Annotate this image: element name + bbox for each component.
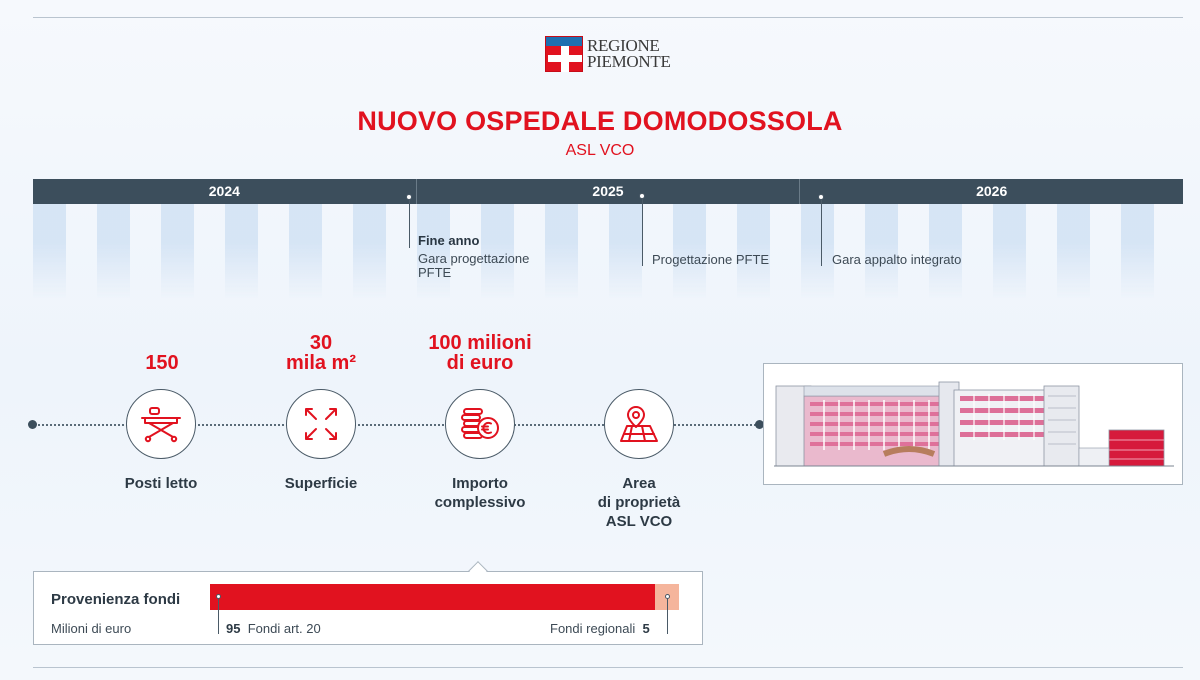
milestone-connector — [409, 200, 410, 248]
milestone-text: Gara appalto integrato — [832, 252, 962, 267]
timeline-year: 2025 — [417, 179, 801, 204]
hospital-bed-icon — [141, 407, 181, 443]
stats-line-end-dot — [755, 420, 764, 429]
funding-label-regional: Fondi regionali 5 — [550, 621, 650, 636]
milestone-2: Progettazione PFTE — [652, 253, 802, 267]
timeline-year: 2026 — [976, 183, 1008, 199]
milestone-text: Progettazione PFTE — [652, 252, 770, 267]
milestone-connector — [821, 200, 822, 266]
stat-label: Posti letto — [124, 475, 198, 492]
milestone-3: Gara appalto integrato — [832, 253, 1002, 267]
stat-label: Superficie — [284, 475, 358, 492]
top-divider — [33, 17, 1183, 18]
page-subtitle: ASL VCO — [565, 142, 635, 159]
stat-value: 100 milioni di euro — [428, 332, 532, 374]
bar-leader-dot — [216, 594, 221, 599]
timeline-background-stripes — [33, 204, 1183, 299]
funding-bar-art20 — [210, 584, 655, 610]
stat-value: 30 mila m² — [285, 332, 357, 374]
expand-arrows-icon — [305, 408, 337, 440]
timeline-bar: 2024 2025 2026 — [33, 179, 1183, 204]
funding-name: Fondi regionali — [550, 621, 636, 636]
funding-value: 5 — [642, 621, 650, 636]
funding-label-art20: 95 Fondi art. 20 — [226, 621, 321, 636]
map-area-icon — [620, 406, 658, 442]
stats-connector-line — [33, 424, 760, 426]
logo-line-2: PIEMONTE — [587, 52, 671, 71]
funding-title: Provenienza fondi — [51, 591, 181, 608]
bar-leader-line — [218, 597, 219, 634]
bar-leader-line — [667, 597, 668, 634]
stat-icon-circle — [126, 389, 196, 459]
stat-icon-circle — [604, 389, 674, 459]
milestone-text: Gara progettazione PFTE — [418, 251, 530, 280]
stats-line-start-dot — [28, 420, 37, 429]
hospital-building-illustration — [763, 363, 1183, 485]
stat-icon-circle — [286, 389, 356, 459]
bar-leader-dot — [665, 594, 670, 599]
milestone-1: Fine anno Gara progettazione PFTE — [418, 234, 578, 280]
milestone-marker — [818, 194, 824, 200]
funding-value: 95 — [226, 621, 241, 636]
funding-name: Fondi art. 20 — [247, 621, 321, 636]
milestone-marker — [406, 194, 412, 200]
stat-value: 150 — [145, 352, 179, 374]
logo-line-1: REGIONE — [587, 36, 660, 55]
milestone-connector — [642, 198, 643, 266]
bottom-divider — [33, 667, 1183, 668]
regione-piemonte-logo: REGIONE PIEMONTE — [545, 36, 671, 72]
milestone-heading: Fine anno — [418, 233, 480, 248]
piemonte-shield-icon — [545, 36, 583, 72]
stat-label: Importo complessivo — [434, 475, 526, 511]
milestone-marker — [639, 193, 645, 199]
stat-icon-circle — [445, 389, 515, 459]
stat-label: Area di proprietà ASL VCO — [597, 475, 681, 530]
page-title: NUOVO OSPEDALE DOMODOSSOLA — [357, 106, 843, 136]
coins-euro-icon — [461, 408, 499, 439]
hospital-building-drawing — [774, 376, 1174, 474]
timeline-year: 2024 — [33, 179, 417, 204]
funding-unit: Milioni di euro — [51, 621, 132, 636]
